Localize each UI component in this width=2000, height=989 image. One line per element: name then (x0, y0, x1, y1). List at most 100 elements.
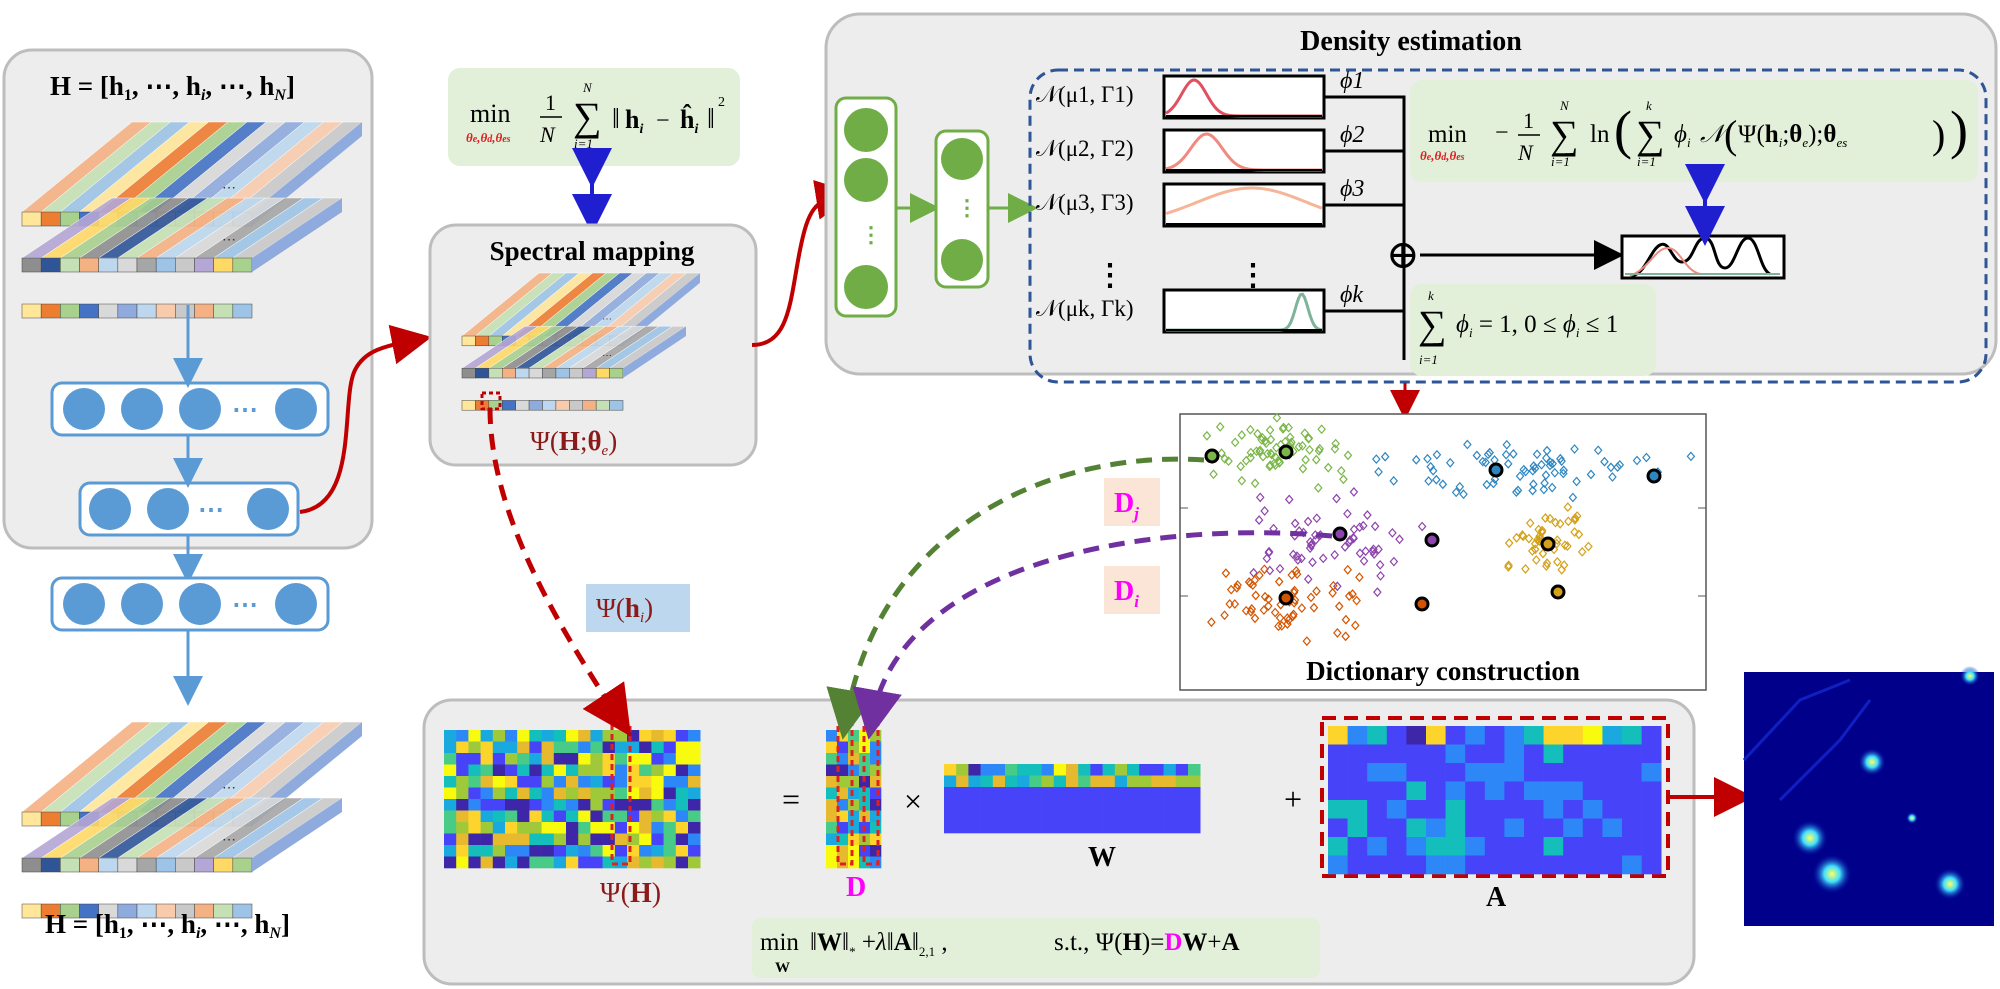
mixture-weight-label: ϕ1 (1340, 68, 1364, 94)
scatter-point (1241, 605, 1251, 616)
scatter-point (1548, 458, 1558, 469)
autoencoder-panel: H = [h1, ⋯, hi, ⋯, hN] ⋯⋯ ⋯ ⋯ (2, 48, 374, 550)
svg-text:1: 1 (1523, 108, 1534, 133)
scatter-point (1529, 479, 1538, 490)
psi-h-label: Ψ(H) (600, 878, 661, 909)
svg-text:k: k (1646, 98, 1652, 113)
reconstructed-hyperspectral-cube: ⋯⋯ (21, 721, 363, 919)
latent-layer: ⋯ (78, 481, 300, 537)
mixture-weight-label: ϕ2 (1340, 122, 1364, 148)
scatter-point (1538, 548, 1548, 559)
spectral-mapping-title: Spectral mapping (490, 236, 695, 266)
dictionary-atom (1488, 462, 1504, 478)
scatter-point (1537, 527, 1547, 538)
d-label: D (846, 872, 866, 903)
scatter-point (1528, 546, 1537, 556)
equals-sign: = (782, 781, 800, 817)
mixture-constraint: ∑ k i=1 ϕi = 1, 0 ≤ ϕi ≤ 1 (1410, 284, 1656, 376)
scatter-point (1236, 461, 1245, 472)
scatter-point (1451, 487, 1461, 498)
scatter-point (1266, 434, 1276, 445)
scatter-point (1303, 574, 1313, 585)
scatter-point (1395, 534, 1404, 545)
svg-text:k: k (1428, 288, 1434, 303)
scatter-point (1553, 556, 1562, 567)
scatter-point (1533, 535, 1542, 545)
svg-text:): ) (1950, 100, 1968, 160)
scatter-point (1304, 433, 1313, 444)
scatter-point (1572, 511, 1582, 521)
scatter-point (1260, 435, 1270, 446)
dictionary-atom (1278, 444, 1294, 460)
scatter-point (1275, 612, 1285, 623)
scatter-point (1254, 515, 1264, 525)
svg-text:θe,θd,θes: θe,θd,θes (1420, 148, 1465, 163)
svg-text:−: − (1495, 120, 1509, 146)
scatter-point (1341, 631, 1350, 642)
scatter-point (1224, 456, 1233, 467)
scatter-point (1246, 447, 1256, 458)
scatter-point (1374, 466, 1383, 477)
scatter-point (1266, 448, 1276, 459)
scatter-point (1359, 556, 1369, 566)
svg-text:i=1: i=1 (1551, 154, 1570, 169)
dictionary-atom (1204, 448, 1220, 464)
svg-text:min: min (760, 929, 799, 956)
dictionary-atom (1424, 532, 1440, 548)
w-label: W (1088, 842, 1116, 873)
scatter-point (1557, 456, 1566, 467)
dictionary-atom (1332, 526, 1348, 542)
svg-text:‖W‖* +λ‖A‖2,1 ,: ‖W‖* +λ‖A‖2,1 , (810, 929, 948, 959)
scatter-point (1274, 621, 1283, 632)
svg-text:ln: ln (1590, 121, 1610, 148)
scatter-point (1553, 535, 1562, 546)
scatter-point (1303, 516, 1313, 527)
scatter-point (1481, 457, 1490, 468)
scatter-point (1291, 566, 1301, 576)
gmm-vdots-mid: ⋮ (1238, 259, 1268, 292)
scatter-point (1428, 465, 1438, 476)
scatter-point (1642, 452, 1651, 463)
scatter-point (1333, 628, 1342, 638)
reconstructed-cube-label: H = [h1, ⋯, hi, ⋯, hN] (45, 909, 290, 942)
scatter-point (1294, 441, 1304, 452)
scatter-point (1270, 607, 1280, 618)
scatter-point (1317, 424, 1326, 435)
scatter-point (1343, 508, 1352, 519)
svg-text:⋯: ⋯ (602, 350, 612, 361)
scatter-point (1532, 449, 1542, 460)
gmm-vdots-left: ⋮ (1095, 259, 1125, 292)
scatter-point (1349, 533, 1358, 544)
scatter-point (1263, 448, 1272, 459)
scatter-point (1220, 453, 1230, 464)
scatter-point (1215, 421, 1225, 432)
svg-text:ĥi: ĥi (680, 105, 698, 137)
scatter-point (1608, 472, 1617, 482)
scatter-point (1370, 521, 1380, 532)
scatter-point (1233, 580, 1242, 590)
scatter-point (1424, 476, 1433, 486)
encoder-layer-1: ⋯ (50, 381, 330, 437)
scatter-point (1355, 522, 1364, 533)
scatter-point (1300, 428, 1310, 439)
scatter-point (1277, 620, 1287, 631)
scatter-point (1535, 531, 1544, 542)
scatter-point (1504, 562, 1513, 572)
mixture-weight-label: ϕ3 (1340, 176, 1364, 202)
scatter-point (1525, 518, 1535, 529)
oplus-icon: ⊕ (1386, 232, 1420, 277)
svg-text:1: 1 (545, 90, 556, 115)
scatter-point (1551, 517, 1560, 528)
scatter-point (1563, 502, 1573, 513)
scatter-point (1547, 482, 1557, 493)
svg-text:s.t., Ψ(H)=DW+A: s.t., Ψ(H)=DW+A (1054, 929, 1240, 956)
scatter-point (1313, 482, 1323, 493)
decoder-layer: ⋯ (50, 536, 330, 706)
scatter-point (1531, 555, 1541, 565)
scatter-point (1482, 479, 1492, 490)
scatter-point (1333, 581, 1342, 592)
svg-text:∑: ∑ (1418, 302, 1447, 347)
scatter-point (1572, 476, 1581, 487)
scatter-point (1292, 551, 1302, 562)
svg-text:N: N (539, 122, 556, 147)
